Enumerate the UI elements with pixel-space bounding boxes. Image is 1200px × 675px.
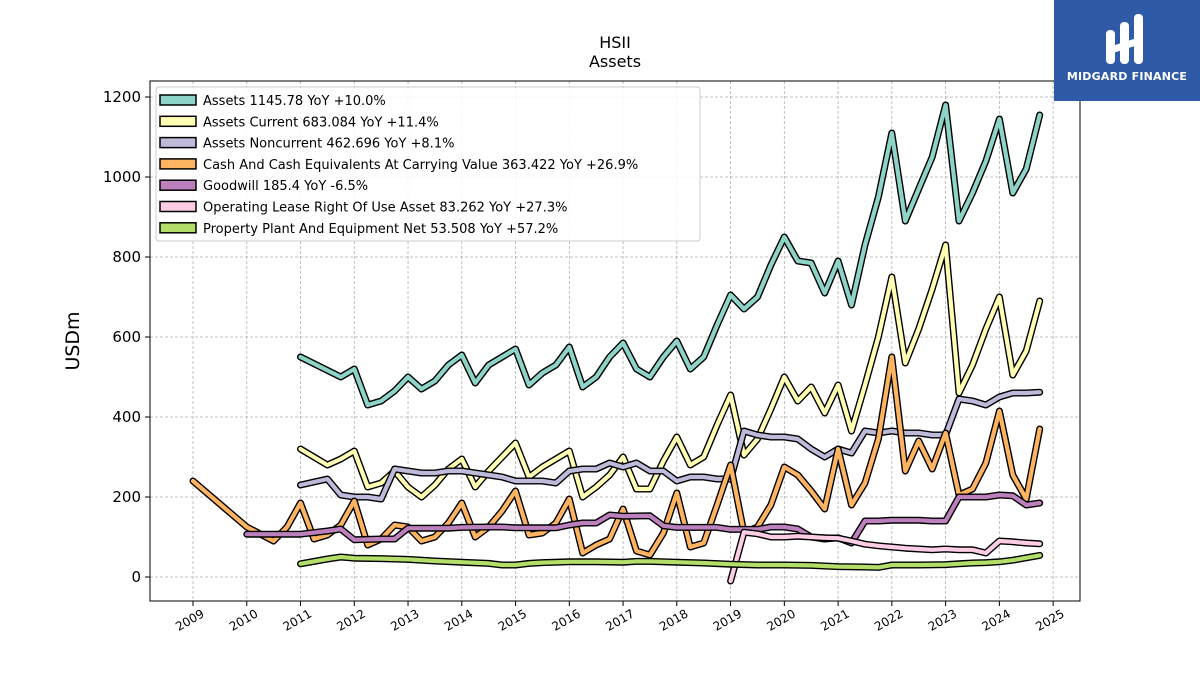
x-tick-label: 2023 xyxy=(926,606,959,633)
logo-mark-icon xyxy=(1106,14,1143,64)
legend-swatch xyxy=(159,200,197,213)
y-tick-label: 1200 xyxy=(103,88,141,106)
x-tick-label: 2021 xyxy=(818,606,851,633)
y-tick-label: 800 xyxy=(112,248,141,266)
brand-logo: MIDGARD FINANCE xyxy=(1054,0,1200,101)
legend-swatch xyxy=(159,115,197,128)
y-axis-ticks: 0 200 400 600 800 1000 1200 xyxy=(103,88,150,586)
series-line xyxy=(243,491,1044,547)
x-tick-label: 2022 xyxy=(872,606,905,633)
legend-swatch xyxy=(159,158,197,170)
legend-box xyxy=(155,86,701,242)
y-tick-label: 600 xyxy=(112,328,141,346)
legend-label: Assets Current 683.084 YoY +11.4% xyxy=(203,115,439,130)
series-line xyxy=(297,551,1044,571)
legend-label: Assets 1145.78 YoY +10.0% xyxy=(203,94,386,109)
legend-swatch xyxy=(159,179,197,191)
logo-text: MIDGARD FINANCE xyxy=(1066,70,1188,83)
x-tick-label: 2011 xyxy=(281,606,314,633)
y-tick-label: 1000 xyxy=(103,168,141,186)
x-tick-label: 2019 xyxy=(711,606,744,633)
legend: Assets 1145.78 YoY +10.0% Assets Current … xyxy=(155,86,701,242)
x-tick-label: 2010 xyxy=(227,606,260,633)
legend-item: Assets Noncurrent 462.696 YoY +8.1% xyxy=(159,136,454,152)
series-line xyxy=(297,101,1044,409)
x-tick-label: 2017 xyxy=(603,606,636,633)
series-lines xyxy=(189,101,1044,585)
y-tick-label: 200 xyxy=(112,488,141,506)
x-tick-label: 2025 xyxy=(1033,606,1066,633)
legend-item: Assets Current 683.084 YoY +11.4% xyxy=(159,115,439,130)
y-tick-label: 0 xyxy=(131,568,141,586)
legend-label: Goodwill 185.4 YoY -6.5% xyxy=(203,179,368,194)
legend-item: Property Plant And Equipment Net 53.508 … xyxy=(159,222,558,237)
x-tick-label: 2014 xyxy=(442,606,475,633)
x-tick-label: 2013 xyxy=(388,606,421,633)
x-tick-label: 2015 xyxy=(496,606,529,633)
legend-swatch xyxy=(159,136,197,149)
y-tick-label: 400 xyxy=(112,408,141,426)
x-tick-label: 2012 xyxy=(334,606,367,633)
x-tick-label: 2020 xyxy=(765,606,798,633)
legend-label: Property Plant And Equipment Net 53.508 … xyxy=(203,222,558,237)
legend-item: Operating Lease Right Of Use Asset 83.26… xyxy=(159,200,567,216)
legend-swatch xyxy=(159,94,197,106)
chart-title: HSII xyxy=(599,33,631,52)
series-line xyxy=(189,353,1044,559)
legend-label: Assets Noncurrent 462.696 YoY +8.1% xyxy=(203,137,454,152)
series-line xyxy=(297,388,1044,503)
legend-item: Assets 1145.78 YoY +10.0% xyxy=(159,94,386,109)
legend-item: Goodwill 185.4 YoY -6.5% xyxy=(159,179,368,194)
x-tick-label: 2009 xyxy=(173,606,206,633)
legend-swatch xyxy=(159,222,197,234)
x-axis-ticks: 2009 2010 2011 2012 2013 2014 2015 2016 2017 2018… xyxy=(173,601,1067,634)
legend-label: Cash And Cash Equivalents At Carrying Va… xyxy=(203,158,638,173)
y-axis-label: USDm xyxy=(62,311,84,370)
chart-subtitle: Assets xyxy=(589,52,641,71)
x-tick-label: 2024 xyxy=(980,606,1013,633)
series-line xyxy=(727,528,1044,585)
plot-frame xyxy=(149,80,1081,602)
legend-label: Operating Lease Right Of Use Asset 83.26… xyxy=(203,201,567,216)
x-tick-label: 2018 xyxy=(657,606,690,633)
x-tick-label: 2016 xyxy=(549,606,582,633)
series-line xyxy=(297,241,1044,501)
legend-item: Cash And Cash Equivalents At Carrying Va… xyxy=(159,158,638,173)
